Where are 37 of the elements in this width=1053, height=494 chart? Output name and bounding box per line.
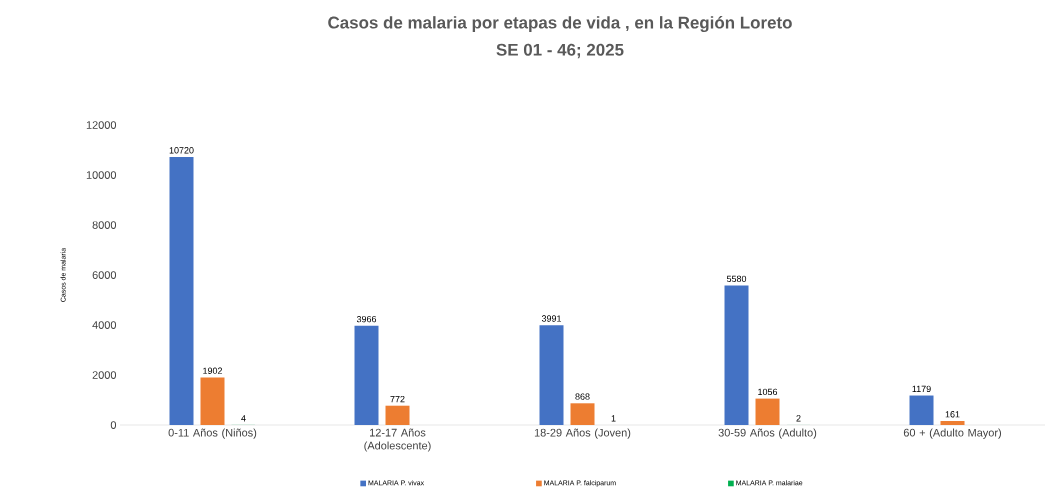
y-tick-label: 10000 (86, 171, 117, 179)
data-label: 1902 (203, 367, 223, 374)
bar (539, 325, 564, 425)
y-tick-label: 6000 (92, 271, 117, 279)
data-label: 3966 (356, 315, 377, 323)
bar (724, 285, 749, 425)
x-tick-label: 12-17 Años (Adolescente) (364, 428, 431, 452)
x-tick-label: 18-29 Años (Joven) (534, 428, 631, 439)
bar (385, 405, 410, 425)
bar (200, 377, 225, 425)
chart-title: Casos de malaria por etapas de vida , en la Región Loreto (328, 15, 792, 32)
data-label: 1056 (758, 388, 778, 396)
y-tick-label: 8000 (92, 221, 117, 229)
x-tick-label: 60 + (Adulto Mayor) (903, 428, 1001, 439)
data-label: 868 (575, 393, 590, 400)
x-tick-label: 30-59 Años (Adulto) (718, 428, 817, 439)
bar (909, 395, 934, 425)
data-label: 10720 (169, 147, 194, 154)
y-tick-label: 2000 (92, 371, 117, 379)
data-label: 1179 (912, 385, 931, 393)
data-label: 4 (241, 415, 246, 422)
data-label: 1 (611, 415, 616, 422)
y-tick-label: 4000 (92, 321, 117, 329)
data-label: 772 (390, 395, 405, 403)
bar (755, 398, 780, 425)
bar (354, 325, 379, 425)
y-tick-label: 12000 (86, 121, 117, 129)
data-label: 2 (796, 415, 801, 422)
y-tick-label: 0 (110, 421, 117, 429)
data-label: 5580 (726, 275, 747, 282)
bar (570, 403, 595, 425)
data-label: 161 (945, 411, 960, 418)
bar (940, 420, 965, 425)
x-tick-label: 0-11 Años (Niños) (168, 428, 257, 439)
chart-subtitle: SE 01 - 46; 2025 (496, 43, 624, 59)
data-label: 3991 (541, 315, 562, 322)
bar (169, 157, 194, 425)
